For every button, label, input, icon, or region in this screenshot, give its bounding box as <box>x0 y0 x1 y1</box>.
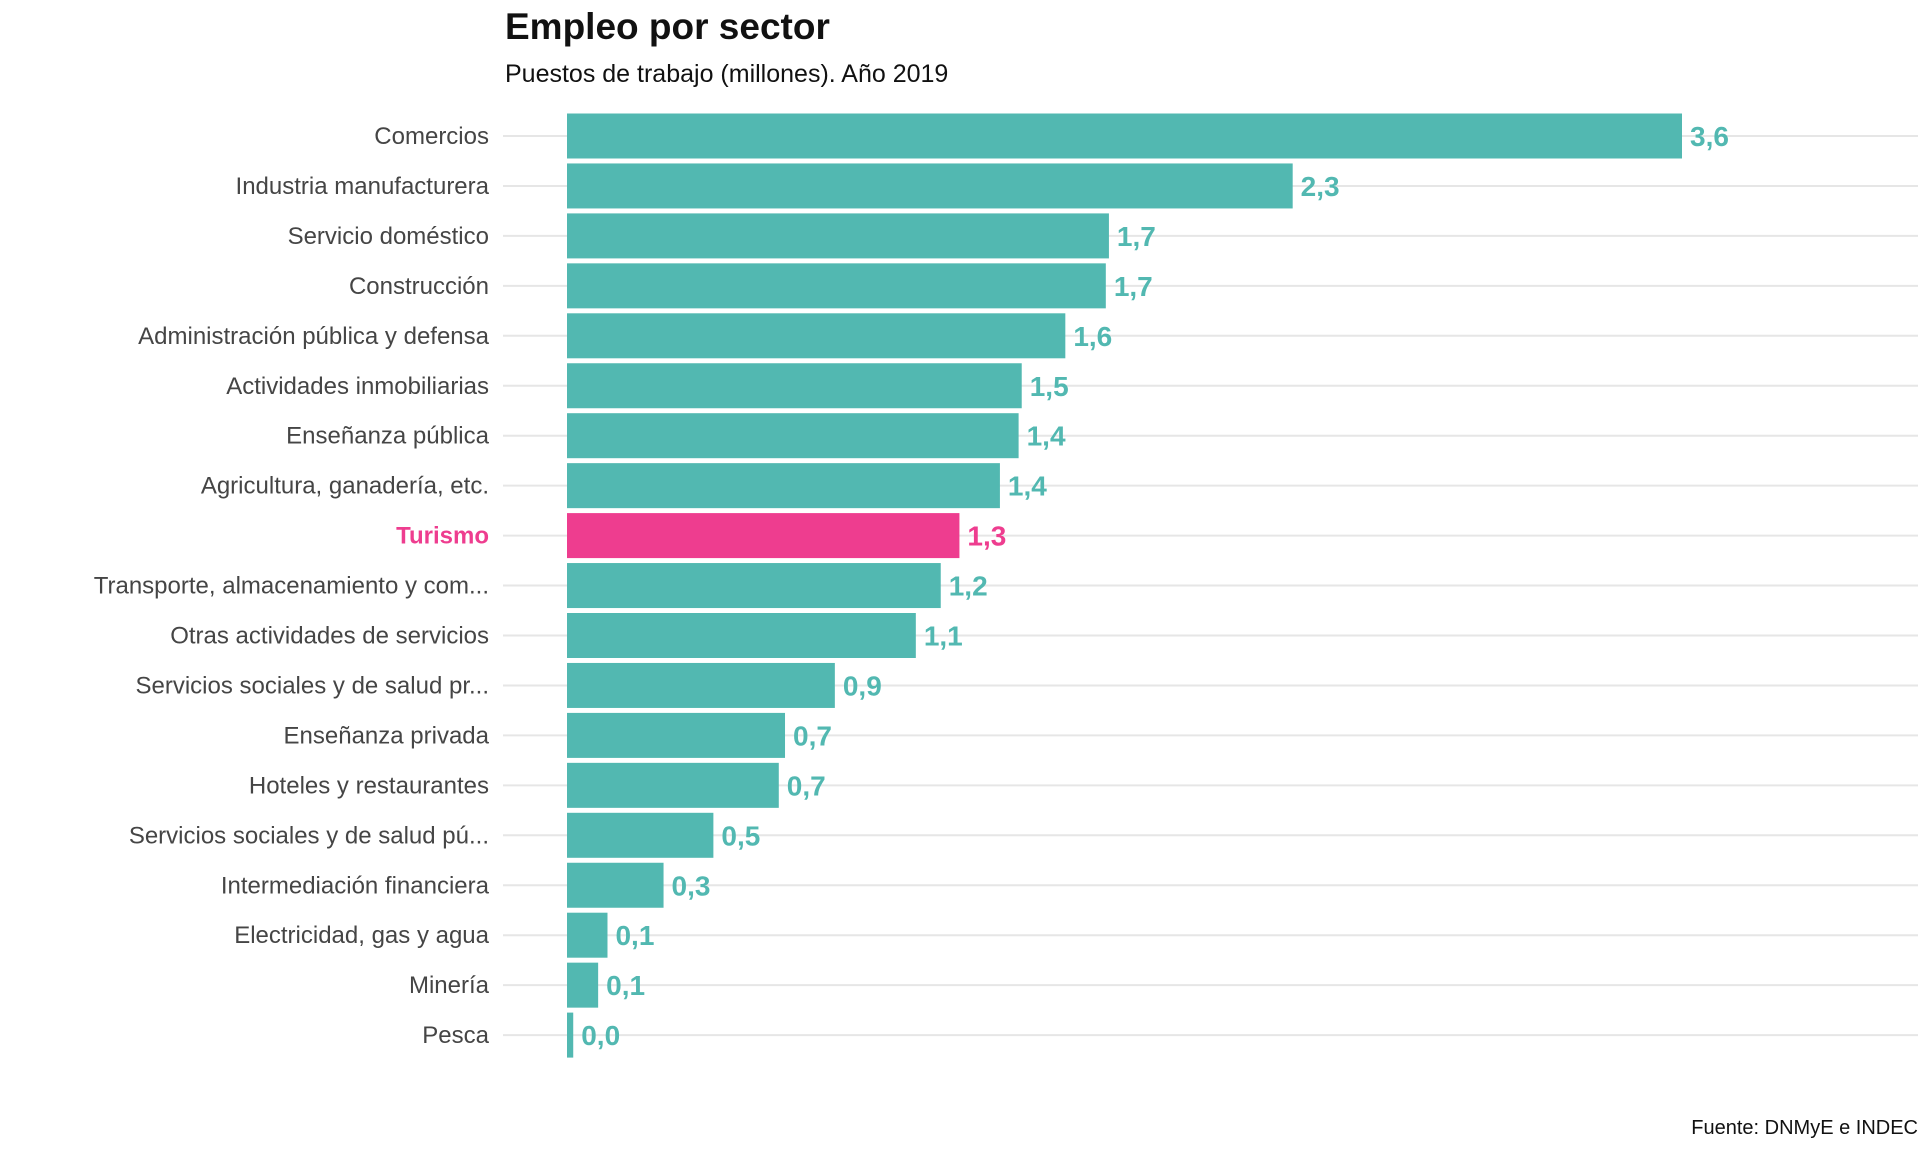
category-label: Hoteles y restaurantes <box>249 772 489 799</box>
bar-7 <box>567 463 1000 509</box>
bar-10 <box>567 613 916 658</box>
chart-subtitle: Puestos de trabajo (millones). Año 2019 <box>505 60 949 88</box>
category-label: Servicio doméstico <box>288 223 489 250</box>
bar-0 <box>567 113 1682 159</box>
bar-15 <box>567 862 664 908</box>
bar-1 <box>567 163 1293 209</box>
category-label: Servicios sociales y de salud pú... <box>129 822 489 849</box>
value-label: 0,0 <box>581 1020 620 1051</box>
value-label: 1,7 <box>1117 221 1156 252</box>
value-label: 1,5 <box>1030 371 1069 402</box>
value-label: 1,7 <box>1114 271 1153 302</box>
category-label: Administración pública y defensa <box>138 323 490 350</box>
bar-17 <box>567 962 599 1008</box>
category-label: Servicios sociales y de salud pr... <box>136 672 490 699</box>
bar-14 <box>567 812 714 858</box>
value-label: 0,1 <box>615 920 654 951</box>
value-label: 0,1 <box>606 970 645 1001</box>
value-label: 1,1 <box>924 621 963 652</box>
category-label: Pesca <box>422 1022 489 1049</box>
value-label: 3,6 <box>1690 121 1729 152</box>
category-label: Transporte, almacenamiento y com... <box>94 573 489 600</box>
bar-9 <box>567 563 941 609</box>
category-label: Industria manufacturera <box>236 173 490 200</box>
bar-4 <box>567 313 1066 359</box>
value-label: 0,5 <box>721 820 760 851</box>
category-label: Enseñanza pública <box>286 423 489 450</box>
value-label: 0,3 <box>672 870 711 901</box>
bar-5 <box>567 363 1022 409</box>
value-label: 1,4 <box>1027 421 1066 452</box>
category-label: Comercios <box>374 123 489 150</box>
chart-title: Empleo por sector <box>505 6 830 47</box>
value-label: 0,7 <box>793 720 832 751</box>
category-label: Electricidad, gas y agua <box>234 922 489 949</box>
bar-11 <box>567 662 835 708</box>
bar-8 <box>567 513 960 559</box>
bar-2 <box>567 213 1109 259</box>
bar-12 <box>567 712 786 758</box>
category-label: Enseñanza privada <box>284 722 490 749</box>
bar-3 <box>567 263 1106 309</box>
category-label: Intermediación financiera <box>221 872 490 899</box>
value-label: 1,2 <box>949 571 988 602</box>
value-label: 1,6 <box>1073 321 1112 352</box>
category-label: Minería <box>409 972 490 999</box>
value-label: 2,3 <box>1301 171 1340 202</box>
category-label: Agricultura, ganadería, etc. <box>201 473 489 500</box>
value-label: 0,9 <box>843 670 882 701</box>
bar-6 <box>567 413 1019 459</box>
chart-caption: Fuente: DNMyE e INDEC <box>1691 1117 1918 1139</box>
value-label: 1,3 <box>967 521 1006 552</box>
category-label: Turismo <box>396 523 489 550</box>
category-label: Otras actividades de servicios <box>170 623 489 650</box>
category-label: Construcción <box>349 273 489 300</box>
category-label: Actividades inmobiliarias <box>226 373 489 400</box>
bar-16 <box>567 912 608 958</box>
bar-13 <box>567 762 779 808</box>
value-label: 1,4 <box>1008 471 1047 502</box>
value-label: 0,7 <box>787 770 826 801</box>
bar-18 <box>567 1012 574 1058</box>
